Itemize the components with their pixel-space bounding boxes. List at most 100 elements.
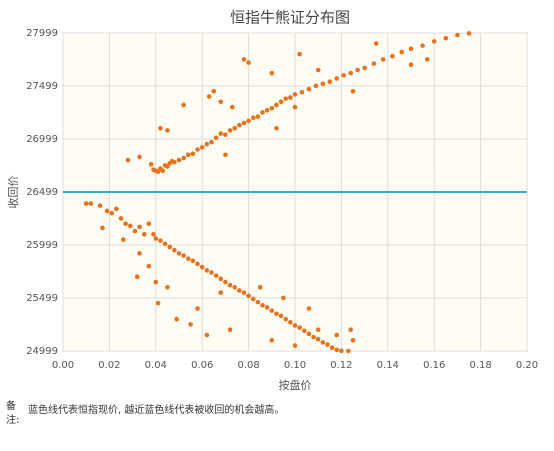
point: [255, 114, 261, 119]
point: [283, 96, 289, 101]
point: [334, 76, 340, 81]
point: [274, 102, 279, 108]
x-tick-label: 0.20: [516, 360, 538, 371]
point: [165, 164, 170, 169]
chart-title: 恒指牛熊证分布图: [230, 9, 350, 27]
point: [355, 67, 360, 73]
point: [155, 169, 161, 175]
point: [174, 316, 179, 322]
y-tick-label: 24999: [26, 346, 58, 357]
point: [269, 70, 275, 76]
chart: 恒指牛熊证分布图 收回价 按盘价 24999 25499 25999 26499 269…: [6, 9, 538, 393]
note-text: 蓝色线代表恒指现价, 越近蓝色线代表被收回的机会越高。: [28, 405, 285, 416]
point: [204, 141, 210, 147]
point: [227, 128, 233, 133]
point: [373, 41, 379, 46]
y-tick-label: 27499: [26, 81, 58, 92]
point: [88, 201, 94, 206]
point: [132, 228, 138, 234]
note: 备注: 蓝色线代表恒指现价, 越近蓝色线代表被收回的机会越高。: [6, 400, 546, 428]
point: [237, 288, 242, 293]
point: [250, 296, 256, 302]
point: [455, 32, 460, 38]
x-tick-label: 0.02: [98, 360, 120, 371]
point: [199, 145, 205, 150]
point: [232, 284, 237, 290]
point: [158, 238, 163, 243]
point: [206, 94, 212, 99]
point: [260, 303, 265, 308]
point: [160, 168, 166, 173]
point: [371, 61, 377, 66]
point: [97, 203, 103, 208]
point: [315, 327, 321, 332]
point: [153, 279, 159, 285]
point: [118, 216, 124, 221]
point: [100, 225, 105, 231]
x-tick-label: 0.00: [52, 360, 74, 371]
point: [424, 57, 430, 62]
point: [185, 256, 191, 261]
point: [246, 293, 251, 299]
point: [199, 264, 205, 270]
point: [292, 92, 298, 97]
point: [121, 237, 126, 242]
point: [274, 125, 279, 131]
note-label: 备注:: [6, 401, 20, 426]
y-tick-label: 27999: [26, 28, 58, 39]
point: [204, 268, 210, 273]
point: [327, 79, 333, 84]
point: [315, 336, 321, 342]
point: [288, 95, 293, 100]
x-tick-label: 0.12: [330, 360, 352, 371]
x-axis-label: 按盘价: [279, 378, 312, 392]
point: [341, 72, 347, 78]
point: [213, 135, 219, 141]
point: [350, 337, 356, 343]
point: [313, 83, 319, 89]
point: [165, 128, 170, 133]
point: [274, 311, 279, 317]
point: [255, 299, 261, 305]
x-tick-label: 0.08: [237, 360, 259, 371]
point: [190, 258, 196, 264]
point: [223, 279, 228, 285]
x-tick-label: 0.04: [145, 360, 167, 371]
point: [158, 125, 163, 131]
point: [162, 241, 168, 247]
point: [176, 251, 182, 256]
point: [127, 223, 133, 229]
point: [311, 334, 316, 340]
x-tick-label: 0.06: [191, 360, 213, 371]
point: [209, 139, 214, 145]
point: [301, 328, 307, 334]
point: [204, 332, 210, 338]
point: [185, 152, 191, 158]
point: [188, 322, 193, 327]
point: [211, 88, 217, 94]
point: [443, 35, 449, 41]
point: [146, 221, 152, 226]
point: [218, 290, 224, 295]
point: [408, 62, 414, 67]
y-tick-label: 26499: [26, 187, 58, 198]
point: [195, 261, 200, 267]
point: [292, 104, 298, 110]
point: [137, 224, 142, 230]
point: [350, 88, 356, 94]
point: [227, 327, 233, 332]
point: [172, 247, 177, 253]
point: [181, 155, 186, 161]
point: [390, 53, 395, 59]
point: [137, 154, 142, 160]
point: [297, 51, 302, 57]
point: [306, 86, 312, 92]
point: [348, 327, 353, 332]
point: [83, 201, 89, 206]
point: [146, 263, 152, 269]
point: [223, 132, 228, 137]
point: [148, 162, 154, 167]
point: [288, 319, 293, 325]
point: [155, 300, 161, 306]
point: [278, 99, 284, 105]
